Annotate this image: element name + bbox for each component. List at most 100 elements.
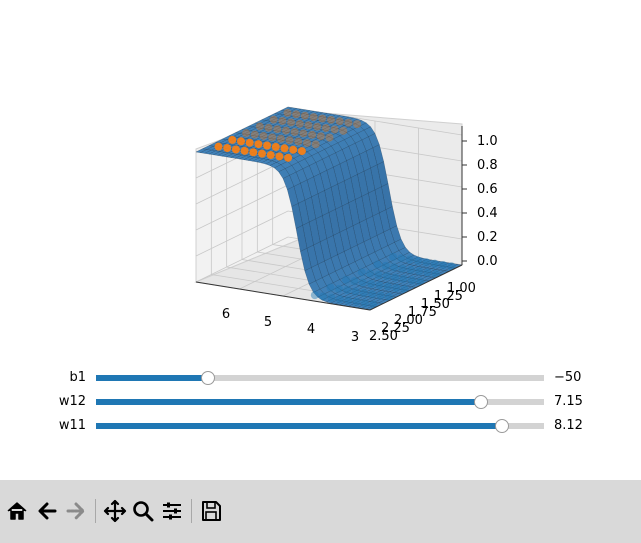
data-point — [422, 258, 431, 267]
back-arrow-icon — [38, 502, 57, 520]
slider-b1[interactable]: b1 −50 — [0, 368, 641, 388]
x-tick-label: 5 — [264, 315, 272, 330]
data-point — [266, 151, 275, 160]
z-tick-label: 0.0 — [477, 254, 498, 269]
data-point — [400, 285, 409, 294]
zoom-button[interactable] — [130, 498, 156, 524]
save-icon — [202, 501, 221, 521]
sigmoid-surface — [195, 106, 463, 311]
home-button[interactable] — [4, 498, 30, 524]
z-tick-label: 0.6 — [477, 182, 498, 197]
data-point — [311, 140, 320, 149]
save-button[interactable] — [198, 498, 224, 524]
forward-arrow-button — [63, 498, 89, 524]
data-point — [366, 269, 375, 278]
z-axis-ticks: 0.0 0.2 0.4 0.6 0.8 1.0 — [462, 134, 498, 269]
slider-w12[interactable]: w12 7.15 — [0, 392, 641, 412]
zoom-icon — [133, 501, 154, 522]
x-tick-label: 3 — [351, 330, 359, 345]
data-point — [304, 121, 313, 130]
data-point — [264, 123, 273, 132]
data-point — [255, 122, 264, 131]
y-tick-label: 2.50 — [369, 329, 398, 344]
data-point — [313, 122, 322, 131]
data-point — [384, 292, 393, 301]
pan-icon — [103, 499, 127, 523]
slider-fill — [96, 375, 208, 381]
data-point — [335, 295, 344, 304]
slider-handle[interactable] — [495, 419, 510, 433]
y-axis-ticks: 1.001.251.501.752.002.252.50 — [369, 281, 476, 344]
slider-value: 8.12 — [554, 418, 583, 433]
data-point — [294, 137, 303, 146]
x-tick-label: 6 — [222, 307, 230, 322]
data-point — [343, 286, 352, 295]
data-point — [406, 265, 415, 274]
data-point — [231, 145, 240, 154]
slider-handle[interactable] — [201, 371, 215, 385]
data-point — [367, 279, 376, 288]
data-point — [271, 142, 280, 151]
slider-w11[interactable]: w11 8.12 — [0, 416, 641, 436]
data-point — [447, 262, 456, 271]
home-icon — [7, 502, 27, 520]
z-tick-label: 0.8 — [477, 158, 498, 173]
data-point — [353, 120, 362, 129]
data-point — [242, 129, 251, 138]
data-point — [339, 126, 348, 135]
data-point — [258, 149, 266, 158]
data-point — [280, 144, 289, 153]
figure-canvas[interactable]: 6 5 4 3 1.00 1.25 1.50 1.75 2.00 2.25 2.50 0.0 0.2… — [0, 0, 641, 480]
data-point — [423, 268, 432, 277]
configure-subplots-button[interactable] — [159, 498, 185, 524]
slider-label: w11 — [58, 418, 86, 433]
data-point — [249, 148, 258, 157]
forward-arrow-icon — [66, 502, 85, 520]
configure-subplots-icon — [163, 502, 181, 520]
data-point — [282, 126, 290, 135]
data-point — [342, 275, 351, 284]
data-point — [430, 259, 439, 268]
data-point — [276, 134, 285, 143]
data-point — [273, 125, 282, 134]
z-tick-label: 1.0 — [477, 134, 498, 149]
slider-value: 7.15 — [554, 394, 583, 409]
data-point — [399, 274, 408, 283]
data-point — [407, 276, 416, 285]
data-point — [283, 108, 292, 117]
data-point — [254, 140, 263, 149]
data-point — [327, 115, 335, 124]
surface-plot-3d[interactable]: 6 5 4 3 1.001.251.501.752.002.252.50 0.0 0.2… — [0, 0, 641, 350]
slider-fill — [96, 423, 503, 429]
data-point — [374, 270, 383, 279]
back-arrow-button[interactable] — [34, 498, 60, 524]
data-point — [416, 277, 425, 286]
data-point — [228, 135, 237, 144]
data-point — [259, 131, 268, 140]
slider-track[interactable] — [96, 371, 544, 385]
data-point — [360, 299, 369, 308]
data-point — [390, 263, 399, 272]
y-tick-label: 1.50 — [421, 297, 450, 312]
data-point — [284, 153, 293, 162]
data-point — [287, 118, 296, 127]
data-point — [297, 147, 306, 156]
slider-track[interactable] — [96, 395, 544, 409]
data-point — [351, 287, 360, 296]
data-point — [299, 129, 308, 138]
data-point — [381, 261, 390, 270]
data-point — [375, 281, 384, 290]
slider-handle[interactable] — [474, 395, 489, 409]
data-point — [326, 283, 335, 292]
data-point — [290, 128, 299, 136]
toolbar-separator — [191, 499, 192, 523]
data-point — [300, 111, 309, 120]
data-point — [308, 130, 317, 139]
slider-label: w12 — [58, 394, 86, 409]
slider-track[interactable] — [96, 419, 544, 433]
data-point — [327, 293, 336, 302]
data-point — [431, 269, 440, 278]
data-point — [303, 138, 311, 147]
pan-button[interactable] — [102, 498, 128, 524]
z-tick-label: 0.4 — [477, 206, 498, 221]
